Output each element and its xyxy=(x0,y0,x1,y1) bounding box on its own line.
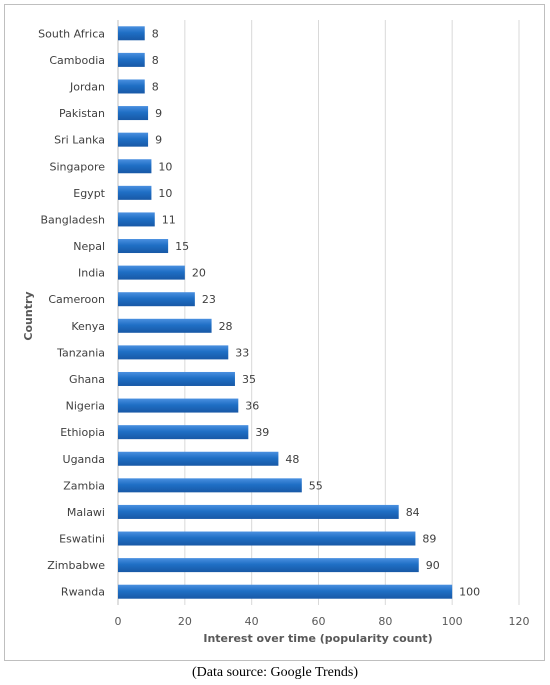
bar-chart: 0 20 40 60 80 100 120 South Africa 8 Cambodia 8 Jor… xyxy=(22,20,530,645)
data-label: 10 xyxy=(158,160,172,173)
data-label: 9 xyxy=(155,134,162,147)
y-tick-label: Egypt xyxy=(73,187,105,200)
bar xyxy=(118,265,185,280)
x-tick-label: 20 xyxy=(178,615,192,628)
y-tick-label: Uganda xyxy=(63,453,105,466)
data-label: 55 xyxy=(309,479,323,492)
y-tick-label: Eswatini xyxy=(59,533,105,546)
bar xyxy=(118,239,169,254)
x-tick-label: 40 xyxy=(245,615,259,628)
data-label: 100 xyxy=(459,586,480,599)
data-label: 11 xyxy=(162,213,176,226)
y-tick-label: Rwanda xyxy=(61,586,105,599)
bar xyxy=(118,159,152,174)
bar xyxy=(118,292,195,307)
x-tick-label: 120 xyxy=(509,615,530,628)
data-label: 84 xyxy=(406,506,420,519)
y-tick-label: Bangladesh xyxy=(41,213,106,226)
data-label: 20 xyxy=(192,267,206,280)
y-tick-label: Singapore xyxy=(50,160,106,173)
bar xyxy=(118,478,302,493)
bar xyxy=(118,531,416,546)
y-tick-label: Zimbabwe xyxy=(47,559,105,572)
x-tick-label: 0 xyxy=(115,615,122,628)
data-label: 28 xyxy=(219,320,233,333)
bar xyxy=(118,26,145,41)
labels: 0 20 40 60 80 100 120 South Africa 8 Cambodia 8 Jor… xyxy=(38,27,529,628)
data-label: 36 xyxy=(245,400,259,413)
data-label: 89 xyxy=(422,533,436,546)
data-label: 23 xyxy=(202,293,216,306)
data-label: 8 xyxy=(152,80,159,93)
bar xyxy=(118,584,453,599)
y-tick-label: Pakistan xyxy=(59,107,105,120)
bar xyxy=(118,79,145,94)
bar xyxy=(118,425,249,440)
gridlines xyxy=(117,20,520,605)
data-label: 33 xyxy=(235,346,249,359)
x-tick-label: 60 xyxy=(312,615,326,628)
bar xyxy=(118,106,149,121)
data-label: 8 xyxy=(152,27,159,40)
x-tick-label: 80 xyxy=(378,615,392,628)
bar xyxy=(118,212,155,227)
y-tick-label: Malawi xyxy=(67,506,105,519)
y-tick-label: Cambodia xyxy=(49,54,105,67)
bar xyxy=(118,398,239,413)
y-tick-label: Nepal xyxy=(73,240,105,253)
bar xyxy=(118,451,279,466)
data-label: 39 xyxy=(255,426,269,439)
bar xyxy=(118,371,235,386)
y-tick-label: Sri Lanka xyxy=(54,134,105,147)
y-tick-label: Tanzania xyxy=(56,346,105,359)
bar xyxy=(118,504,399,519)
data-label: 10 xyxy=(158,187,172,200)
bar xyxy=(118,558,419,573)
data-label: 8 xyxy=(152,54,159,67)
data-label: 9 xyxy=(155,107,162,120)
y-tick-label: Jordan xyxy=(69,80,105,93)
y-axis-title: Country xyxy=(22,291,35,340)
x-tick-label: 100 xyxy=(442,615,463,628)
bar xyxy=(118,345,229,360)
y-tick-label: Zambia xyxy=(63,479,105,492)
bars xyxy=(118,26,453,599)
y-tick-label: Ethiopia xyxy=(60,426,105,439)
bar xyxy=(118,185,152,200)
y-tick-label: Kenya xyxy=(71,320,105,333)
chart-frame: 0 20 40 60 80 100 120 South Africa 8 Cambodia 8 Jor… xyxy=(4,4,545,661)
y-tick-label: India xyxy=(78,267,105,280)
data-label: 90 xyxy=(426,559,440,572)
y-tick-label: Cameroon xyxy=(48,293,105,306)
bar xyxy=(118,318,212,333)
y-tick-label: Ghana xyxy=(69,373,105,386)
bar xyxy=(118,132,149,147)
data-label: 35 xyxy=(242,373,256,386)
y-tick-label: Nigeria xyxy=(66,400,105,413)
data-label: 48 xyxy=(285,453,299,466)
bar xyxy=(118,52,145,67)
data-label: 15 xyxy=(175,240,189,253)
x-axis-title: Interest over time (popularity count) xyxy=(203,632,432,645)
y-tick-label: South Africa xyxy=(38,27,105,40)
source-note: (Data source: Google Trends) xyxy=(191,665,359,680)
